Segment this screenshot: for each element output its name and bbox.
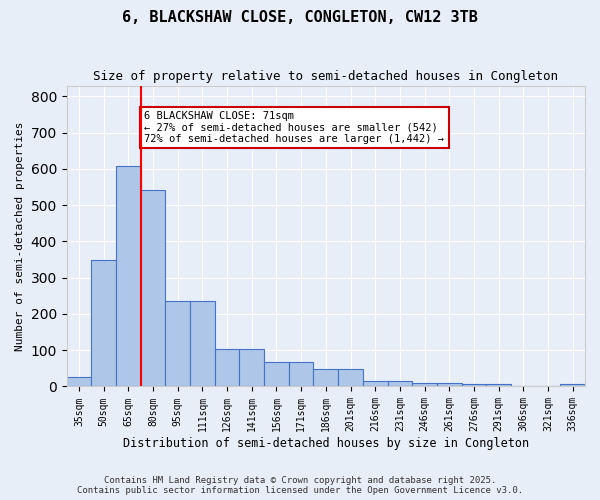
- Bar: [141, 190, 166, 386]
- Y-axis label: Number of semi-detached properties: Number of semi-detached properties: [15, 122, 25, 351]
- Bar: [437, 383, 461, 386]
- Title: Size of property relative to semi-detached houses in Congleton: Size of property relative to semi-detach…: [94, 70, 559, 83]
- Bar: [67, 376, 91, 386]
- Bar: [289, 362, 313, 386]
- Bar: [412, 383, 437, 386]
- Bar: [166, 300, 190, 386]
- Bar: [116, 166, 141, 386]
- Bar: [91, 260, 116, 386]
- X-axis label: Distribution of semi-detached houses by size in Congleton: Distribution of semi-detached houses by …: [123, 437, 529, 450]
- Bar: [239, 349, 264, 387]
- Bar: [313, 369, 338, 386]
- Bar: [215, 349, 239, 387]
- Bar: [486, 384, 511, 386]
- Text: 6, BLACKSHAW CLOSE, CONGLETON, CW12 3TB: 6, BLACKSHAW CLOSE, CONGLETON, CW12 3TB: [122, 10, 478, 25]
- Bar: [190, 300, 215, 386]
- Bar: [338, 369, 363, 386]
- Text: 6 BLACKSHAW CLOSE: 71sqm
← 27% of semi-detached houses are smaller (542)
72% of : 6 BLACKSHAW CLOSE: 71sqm ← 27% of semi-d…: [145, 111, 445, 144]
- Bar: [461, 384, 486, 386]
- Bar: [264, 362, 289, 386]
- Bar: [363, 382, 388, 386]
- Bar: [388, 382, 412, 386]
- Bar: [560, 384, 585, 386]
- Text: Contains HM Land Registry data © Crown copyright and database right 2025.
Contai: Contains HM Land Registry data © Crown c…: [77, 476, 523, 495]
